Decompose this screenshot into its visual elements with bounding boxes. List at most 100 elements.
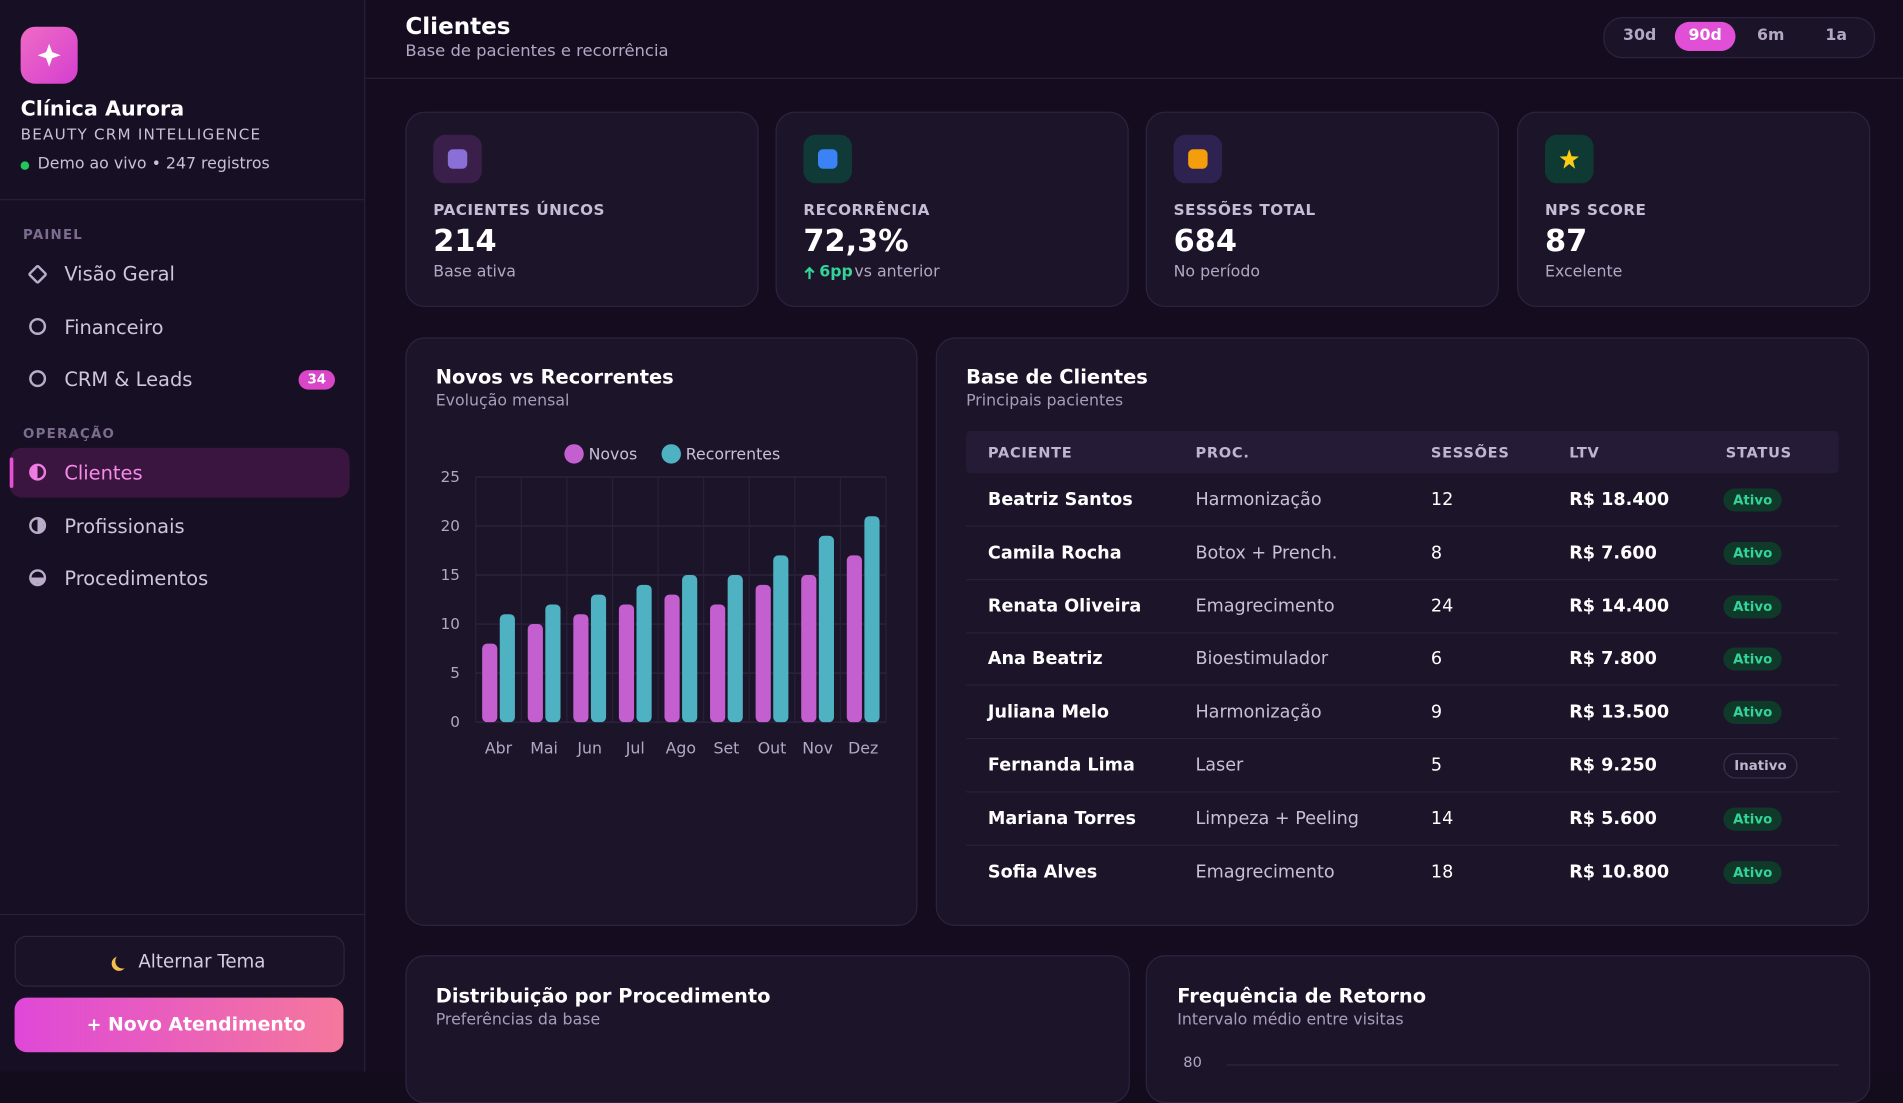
divider <box>0 913 365 916</box>
table-cell: Juliana Melo <box>987 702 1110 723</box>
page-subtitle: Base de pacientes e recorrência <box>405 41 669 61</box>
table-cell: R$ 14.400 <box>1569 596 1670 617</box>
theme-button[interactable]: Alternar Tema <box>14 935 345 987</box>
kpi-label: NPS SCORE <box>1544 200 1647 219</box>
kpi-note: Excelente <box>1544 263 1623 282</box>
status-badge: Ativo <box>1723 594 1782 618</box>
bar <box>710 604 726 723</box>
distribution-card: Distribuição por Procedimento Preferênci… <box>405 955 1130 1103</box>
y-tick-label: 5 <box>450 664 460 682</box>
kpi-icon-glyph <box>1559 149 1579 169</box>
bar <box>499 614 515 723</box>
table-cell: Ana Beatriz <box>987 649 1103 670</box>
card-title: Frequência de Retorno <box>1177 984 1427 1008</box>
table-cell: R$ 9.250 <box>1569 756 1657 776</box>
kpi-icon-glyph <box>1188 149 1208 169</box>
bar <box>818 535 834 723</box>
x-tick-label: Jun <box>576 739 602 758</box>
status-badge: Inativo <box>1723 753 1798 779</box>
bar <box>864 516 880 723</box>
moon-icon <box>115 954 130 969</box>
row-divider <box>966 631 1839 634</box>
kpi-value: 72,3% <box>803 223 909 259</box>
status-badge: Ativo <box>1723 488 1782 512</box>
header-divider <box>365 77 1903 79</box>
chart-card: Novos vs Recorrentes Evolução mensal 0 5 1… <box>405 337 918 927</box>
legend-swatch <box>661 444 681 464</box>
table-cell: Harmonização <box>1195 490 1322 510</box>
logo-icon <box>37 43 61 67</box>
kpi-icon-glyph <box>818 149 838 169</box>
range-option[interactable]: 1a <box>1825 26 1848 45</box>
row-divider <box>966 525 1839 527</box>
card-title: Novos vs Recorrentes <box>435 365 674 389</box>
x-tick-label: Out <box>758 739 787 758</box>
x-tick-label: Nov <box>802 739 833 758</box>
table-cell: 5 <box>1430 756 1443 776</box>
bar-chart: 0 5 10 15 20 25 Abr Mai Jun Jul Ago Set Out Nov Dez Nov… <box>441 444 887 758</box>
status-badge: Ativo <box>1723 807 1782 831</box>
row-divider <box>966 738 1839 740</box>
nav-icon <box>29 463 47 481</box>
table-cell: 14 <box>1430 809 1454 829</box>
kpi-label: RECORRÊNCIA <box>803 200 930 219</box>
table-cell: 9 <box>1430 702 1443 723</box>
table-cell: Bioestimulador <box>1195 649 1329 670</box>
kpi-note: No período <box>1173 263 1260 282</box>
table-cell: R$ 10.800 <box>1569 862 1670 882</box>
nav-item[interactable]: Financeiro <box>64 315 164 339</box>
status-badge: Ativo <box>1723 647 1782 672</box>
table-cell: Emagrecimento <box>1195 596 1335 617</box>
nav-item[interactable]: Procedimentos <box>64 566 209 590</box>
status-badge: Ativo <box>1723 860 1782 884</box>
nav-item[interactable]: CRM & Leads <box>64 367 193 391</box>
card-subtitle: Evolução mensal <box>435 392 570 411</box>
kpi-icon <box>433 134 482 184</box>
legend-label: Novos <box>589 444 638 463</box>
nav-item[interactable]: Profissionais <box>64 514 185 538</box>
table-cell: Limpeza + Peeling <box>1195 809 1359 829</box>
bar <box>682 575 698 723</box>
bar <box>590 594 607 723</box>
card-subtitle: Intervalo médio entre visitas <box>1177 1010 1404 1030</box>
range-option[interactable]: 30d <box>1623 26 1657 45</box>
kpi-value: 684 <box>1173 223 1237 259</box>
nav-icon <box>27 263 48 285</box>
bar <box>482 643 498 723</box>
table-cell: Beatriz Santos <box>987 490 1133 510</box>
range-option[interactable]: 90d <box>1674 21 1736 51</box>
nav-icon <box>29 569 47 587</box>
bar <box>755 584 771 723</box>
button-label: Novo Atendimento <box>108 1013 306 1036</box>
table-cell: R$ 13.500 <box>1569 702 1670 723</box>
divider <box>0 199 365 201</box>
bar <box>618 604 635 723</box>
kpi-card: NPS SCORE 87 Excelente <box>1517 111 1871 308</box>
active-item-bg <box>9 447 350 498</box>
table-cell: Fernanda Lima <box>987 756 1135 776</box>
nav-item[interactable]: Visão Geral <box>64 262 175 286</box>
kpi-icon <box>1544 134 1594 184</box>
column-header: PROC. <box>1195 444 1250 462</box>
kpi-note: vs anterior <box>854 263 940 282</box>
x-tick-label: Jul <box>625 739 645 758</box>
table-card: Base de Clientes Principais pacientes PA… <box>935 337 1870 927</box>
table-cell: 6 <box>1430 649 1443 670</box>
table-cell: Botox + Prench. <box>1195 543 1338 563</box>
y-tick-label: 20 <box>441 517 460 535</box>
column-header: PACIENTE <box>987 444 1073 462</box>
x-tick-label: Abr <box>485 739 513 758</box>
kpi-note: Base ativa <box>433 263 516 282</box>
row-divider <box>966 844 1839 846</box>
table-cell: 24 <box>1430 596 1454 617</box>
kpi-card: RECORRÊNCIA 72,3% 6pp vs anterior <box>775 111 1129 308</box>
range-option[interactable]: 6m <box>1757 26 1785 45</box>
section-title: PAINEL <box>23 226 84 243</box>
cta-button[interactable]: Novo Atendimento <box>14 997 344 1053</box>
table-cell: 12 <box>1430 490 1454 510</box>
nav-item[interactable]: Clientes <box>64 461 143 485</box>
card-subtitle: Principais pacientes <box>966 392 1124 411</box>
arrow <box>804 266 815 280</box>
